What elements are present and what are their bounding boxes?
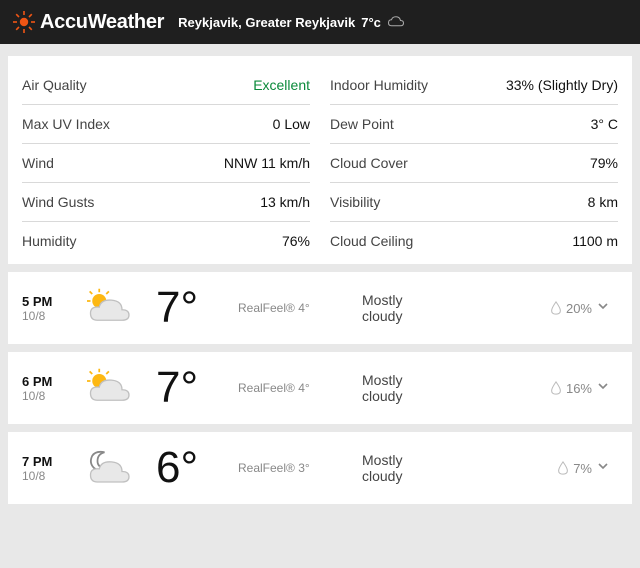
hourly-row[interactable]: 7 PM10/8 6° RealFeel® 3° Mostly cloudy 7% xyxy=(8,432,632,504)
condition-label: Indoor Humidity xyxy=(330,77,428,93)
realfeel-label: RealFeel® 3° xyxy=(238,461,358,475)
chevron-down-icon[interactable] xyxy=(596,379,618,398)
hourly-row[interactable]: 5 PM10/8 7° RealFeel® 4° Mostly cloudy 20% xyxy=(8,272,632,344)
condition-label: Air Quality xyxy=(22,77,87,93)
condition-row: Cloud Cover 79% xyxy=(330,144,618,183)
chevron-down-icon[interactable] xyxy=(596,299,618,318)
hour-label: 6 PM xyxy=(22,374,76,389)
temperature: 6° xyxy=(156,446,234,490)
condition-row: Air Quality Excellent xyxy=(22,66,310,105)
condition-value: 3° C xyxy=(591,116,618,132)
precip-chance: 20% xyxy=(520,301,592,316)
realfeel-label: RealFeel® 4° xyxy=(238,381,358,395)
condition-row: Max UV Index 0 Low xyxy=(22,105,310,144)
condition-row: Dew Point 3° C xyxy=(330,105,618,144)
sun-logo-icon xyxy=(12,10,36,34)
app-header: AccuWeather Reykjavik, Greater Reykjavik… xyxy=(0,0,640,44)
condition-row: Cloud Ceiling 1100 m xyxy=(330,222,618,260)
condition-label: Max UV Index xyxy=(22,116,110,132)
temperature: 7° xyxy=(156,286,234,330)
condition-value: Excellent xyxy=(253,77,310,93)
condition-text: Mostly cloudy xyxy=(362,372,442,404)
hourly-forecast-list: 5 PM10/87°RealFeel® 4°Mostly cloudy20%6 … xyxy=(8,272,632,504)
hour-label: 7 PM xyxy=(22,454,76,469)
condition-label: Humidity xyxy=(22,233,76,249)
weather-icon xyxy=(80,447,136,489)
precip-chance: 16% xyxy=(520,381,592,396)
location-block[interactable]: Reykjavik, Greater Reykjavik 7°c xyxy=(178,13,405,31)
condition-row: Wind NNW 11 km/h xyxy=(22,144,310,183)
time-column: 7 PM10/8 xyxy=(22,454,76,483)
weather-icon xyxy=(80,367,136,409)
date-label: 10/8 xyxy=(22,309,76,323)
condition-label: Wind Gusts xyxy=(22,194,94,210)
conditions-panel: Air Quality Excellent Indoor Humidity 33% (… xyxy=(8,56,632,264)
condition-text: Mostly cloudy xyxy=(362,292,442,324)
condition-label: Cloud Cover xyxy=(330,155,408,171)
brand-logo[interactable]: AccuWeather xyxy=(12,10,164,34)
condition-value: NNW 11 km/h xyxy=(224,155,310,171)
condition-row: Wind Gusts 13 km/h xyxy=(22,183,310,222)
condition-label: Dew Point xyxy=(330,116,394,132)
location-temp: 7°c xyxy=(361,15,381,30)
condition-value: 8 km xyxy=(588,194,618,210)
condition-value: 13 km/h xyxy=(260,194,310,210)
realfeel-label: RealFeel® 4° xyxy=(238,301,358,315)
condition-row: Humidity 76% xyxy=(22,222,310,260)
condition-value: 76% xyxy=(282,233,310,249)
hourly-row[interactable]: 6 PM10/8 7° RealFeel® 4° Mostly cloudy 16% xyxy=(8,352,632,424)
condition-label: Visibility xyxy=(330,194,380,210)
date-label: 10/8 xyxy=(22,469,76,483)
time-column: 6 PM10/8 xyxy=(22,374,76,403)
condition-value: 1100 m xyxy=(572,233,618,249)
condition-label: Wind xyxy=(22,155,54,171)
time-column: 5 PM10/8 xyxy=(22,294,76,323)
brand-name: AccuWeather xyxy=(40,11,164,34)
condition-text: Mostly cloudy xyxy=(362,452,442,484)
condition-value: 33% (Slightly Dry) xyxy=(506,77,618,93)
location-name: Reykjavik, Greater Reykjavik xyxy=(178,15,355,30)
date-label: 10/8 xyxy=(22,389,76,403)
weather-icon xyxy=(80,287,136,329)
condition-row: Visibility 8 km xyxy=(330,183,618,222)
precip-chance: 7% xyxy=(520,461,592,476)
chevron-down-icon[interactable] xyxy=(596,459,618,478)
condition-value: 0 Low xyxy=(273,116,310,132)
condition-row: Indoor Humidity 33% (Slightly Dry) xyxy=(330,66,618,105)
condition-value: 79% xyxy=(590,155,618,171)
condition-label: Cloud Ceiling xyxy=(330,233,413,249)
temperature: 7° xyxy=(156,366,234,410)
cloud-icon xyxy=(387,13,405,31)
hour-label: 5 PM xyxy=(22,294,76,309)
